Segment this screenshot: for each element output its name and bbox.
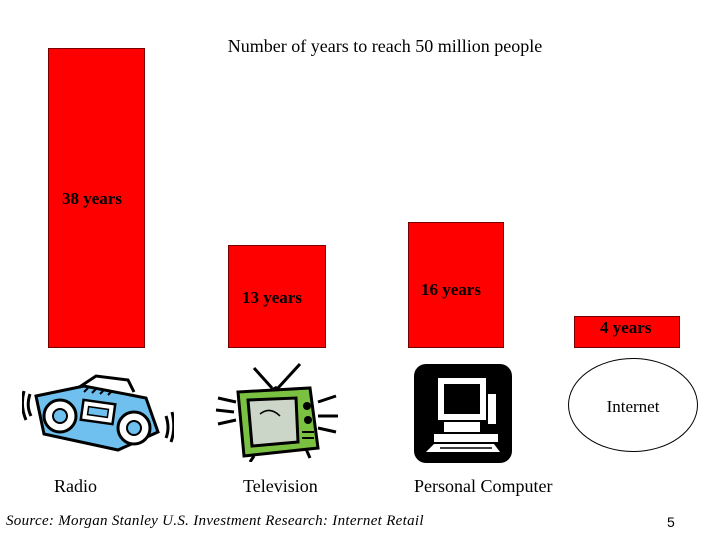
bar-television	[228, 245, 326, 348]
internet-oval: Internet	[568, 358, 698, 452]
category-label-personal-computer: Personal Computer	[414, 476, 553, 496]
data-label-internet: 4 years	[600, 318, 652, 337]
bar-internet	[574, 316, 680, 348]
data-label-radio: 38 years	[62, 189, 122, 208]
category-label-radio: Radio	[54, 476, 97, 496]
page-number: 5	[667, 514, 675, 530]
data-label-television: 13 years	[242, 288, 302, 307]
radio-icon	[22, 374, 174, 452]
category-label-television: Television	[243, 476, 318, 496]
bar-radio	[48, 48, 145, 348]
television-icon	[215, 362, 338, 462]
source-note: Source: Morgan Stanley U.S. Investment R…	[6, 513, 424, 529]
bar-personal-computer	[408, 221, 504, 348]
personal-computer-icon	[414, 364, 512, 463]
chart-title: Number of years to reach 50 million peop…	[227, 36, 543, 56]
data-label-personal-computer: 16 years	[421, 280, 481, 299]
category-label-internet: Internet	[606, 397, 660, 416]
